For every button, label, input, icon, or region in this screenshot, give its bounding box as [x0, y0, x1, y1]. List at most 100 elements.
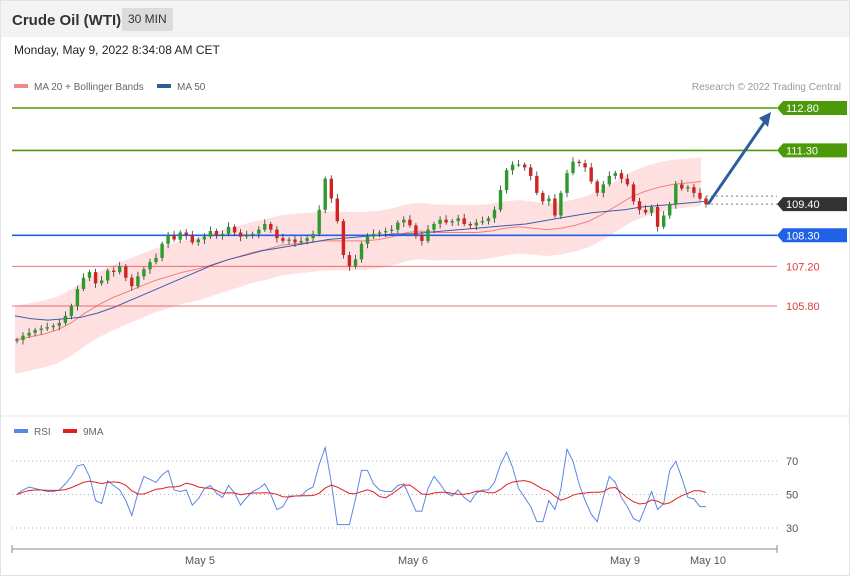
candle-down [190, 235, 194, 243]
level-label-108.30: 108.30 [786, 230, 820, 242]
candle-down [420, 235, 424, 241]
candle-up [359, 243, 364, 260]
legend-bollinger-label: MA 20 + Bollinger Bands [34, 82, 144, 93]
candle-up [601, 184, 605, 193]
candle-up [287, 239, 291, 241]
candle-down [523, 164, 527, 168]
legend-ma50-label: MA 50 [177, 82, 206, 93]
candle-up [492, 209, 497, 219]
candle-up [87, 272, 92, 278]
legend-rsi-label: RSI [34, 427, 51, 438]
candle-up [390, 229, 394, 231]
candle-up [498, 190, 503, 210]
candle-up [456, 218, 460, 222]
candle-up [402, 219, 406, 223]
candle-up [160, 243, 164, 258]
candle-up [251, 233, 255, 236]
candle-up [510, 164, 515, 171]
candle-down [595, 181, 599, 193]
candle-up [15, 339, 19, 341]
candle-down [535, 175, 539, 193]
candle-up [136, 276, 140, 287]
legend-swatch-icon [157, 84, 171, 89]
candle-up [178, 232, 182, 240]
candle-up [450, 221, 454, 223]
candle-down [329, 178, 333, 199]
bollinger-band [15, 157, 701, 374]
candle-up [299, 240, 303, 243]
candle-up [75, 289, 80, 306]
candle-up [57, 323, 61, 326]
candle-up [474, 222, 478, 226]
candle-down [293, 239, 297, 243]
legend-9ma: 9MA [63, 427, 104, 438]
candle-up [662, 215, 666, 227]
candle-up [202, 236, 207, 240]
candle-up [263, 224, 267, 230]
candle-down [655, 207, 660, 227]
candle-up [311, 233, 315, 239]
candle-up [45, 327, 49, 329]
candle-up [305, 238, 309, 241]
candle-up [504, 170, 509, 190]
forecast-arrow-icon [759, 112, 771, 127]
level-tag-108.30 [777, 228, 847, 243]
candle-up [63, 315, 68, 323]
candle-down [643, 209, 648, 213]
candle-down [577, 161, 581, 164]
candle-up [39, 328, 43, 330]
candle-down [130, 277, 134, 287]
candle-up [118, 266, 122, 273]
candle-down [529, 167, 533, 176]
candle-down [124, 266, 128, 278]
candle-down [619, 173, 624, 179]
forecast-arrow-shaft [706, 119, 768, 206]
candle-up [106, 270, 110, 281]
candle-down [589, 167, 593, 182]
x-tick-label: May 10 [690, 555, 726, 567]
candle-up [21, 335, 25, 340]
candle-down [214, 231, 219, 236]
candle-down [553, 198, 557, 216]
candle-down [238, 232, 243, 237]
candle-down [281, 238, 285, 241]
candle-up [371, 233, 376, 237]
legend-swatch-icon [63, 429, 77, 434]
candle-up [480, 221, 485, 223]
candle-down [275, 229, 279, 239]
candle-down [112, 270, 116, 272]
legend-bollinger: MA 20 + Bollinger Bands [14, 82, 144, 93]
candle-up [607, 175, 611, 185]
level-label-112.80: 112.80 [786, 103, 819, 115]
candle-down [335, 198, 339, 222]
candle-down [680, 184, 684, 189]
level-label-111.30: 111.30 [786, 145, 818, 157]
rsi-tick-70: 70 [786, 456, 798, 468]
rsi-ma-line [16, 480, 707, 505]
candle-up [148, 262, 152, 270]
candle-up [353, 259, 358, 267]
candle-up [99, 280, 104, 284]
level-label-105.80: 105.80 [786, 301, 820, 313]
candle-up [166, 235, 170, 244]
rsi-tick-30: 30 [786, 523, 798, 535]
candle-up [27, 332, 31, 336]
x-tick-label: May 5 [185, 555, 215, 567]
candle-up [559, 192, 563, 216]
rsi-line [16, 445, 706, 526]
candle-down [637, 201, 642, 210]
x-tick-label: May 9 [610, 555, 640, 567]
candle-up [154, 257, 158, 263]
candle-down [698, 192, 702, 199]
timeframe-badge[interactable]: 30 MIN [122, 8, 173, 31]
candle-down [625, 178, 630, 185]
candle-up [226, 226, 231, 234]
candle-down [704, 198, 708, 205]
candle-up [571, 161, 575, 173]
candle-down [583, 163, 587, 168]
candle-down [341, 221, 346, 255]
candle-down [232, 226, 237, 233]
candle-up [33, 330, 37, 333]
level-tag-111.30 [777, 143, 847, 158]
